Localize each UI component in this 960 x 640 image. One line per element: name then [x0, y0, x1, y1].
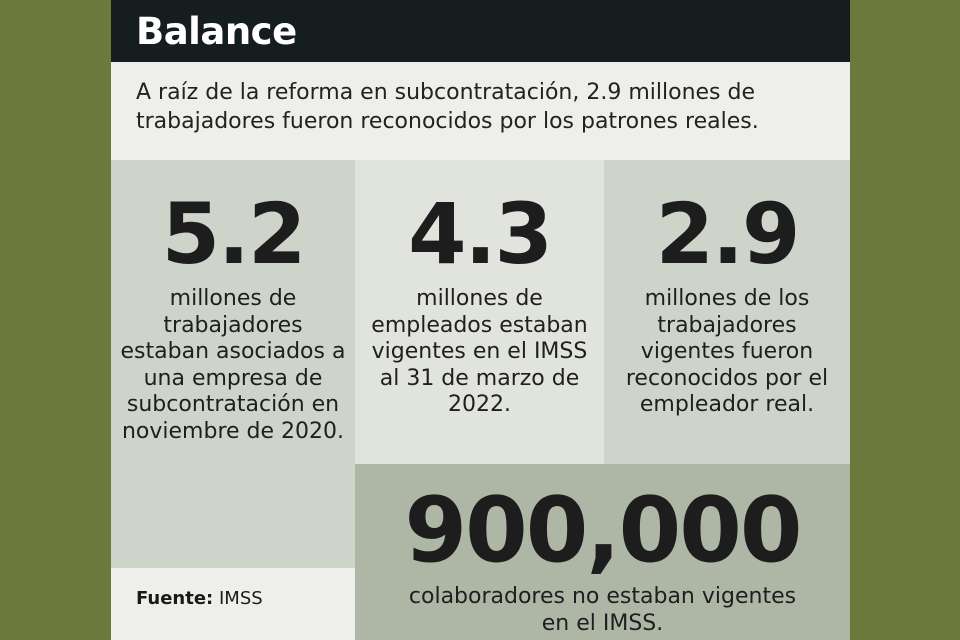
stat-description: millones de trabajadores estaban asociad…	[120, 286, 346, 444]
source-panel: Fuente: IMSS	[111, 568, 355, 640]
stat-panel-subcontracted: 5.2 millones de trabajadores estaban aso…	[111, 160, 355, 568]
page-title: Balance	[136, 10, 297, 53]
stat-value: 5.2	[161, 185, 307, 283]
source-label: Fuente:	[136, 588, 214, 609]
stat-value: 4.3	[408, 185, 553, 283]
stat-value: 900,000	[404, 478, 803, 583]
intro-panel: A raíz de la reforma en subcontratación,…	[111, 62, 850, 160]
stat-description: colaboradores no estaban vigentes en el …	[408, 584, 797, 636]
stat-value: 2.9	[655, 185, 801, 283]
stat-description: millones de los trabajadores vigentes fu…	[625, 286, 829, 417]
intro-text: A raíz de la reforma en subcontratación,…	[136, 80, 759, 134]
stat-panel-active: 4.3 millones de empleados estaban vigent…	[355, 160, 604, 464]
stat-panel-recognized: 2.9 millones de los trabajadores vigente…	[604, 160, 850, 464]
header-bar: Balance	[111, 0, 850, 62]
stat-panel-not-active: 900,000 colaboradores no estaban vigente…	[355, 464, 850, 640]
stat-description: millones de empleados estaban vigentes e…	[371, 286, 588, 417]
infographic-card: Balance A raíz de la reforma en subcontr…	[111, 0, 850, 640]
source-note: Fuente: IMSS	[136, 588, 263, 609]
source-value: IMSS	[218, 588, 263, 609]
